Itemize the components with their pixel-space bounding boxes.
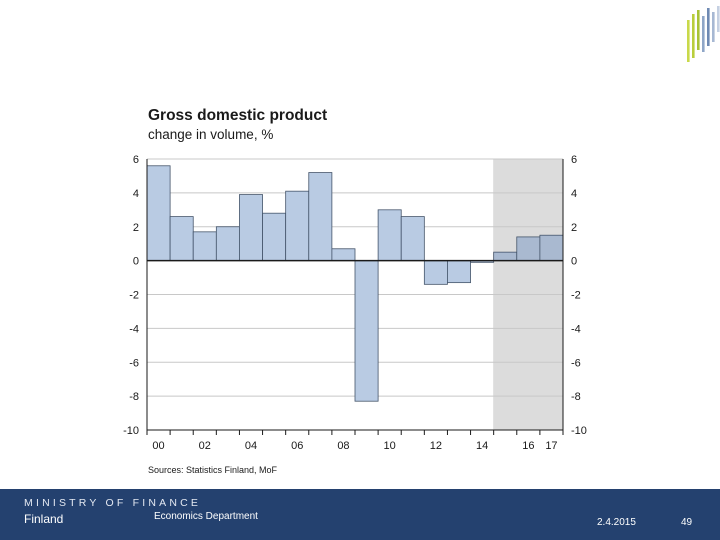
- y-tick-label-right: -4: [571, 323, 581, 335]
- y-tick-label-right: -6: [571, 357, 581, 369]
- x-tick-label: 06: [291, 440, 303, 452]
- y-tick-label-left: -2: [129, 290, 139, 302]
- bar: [192, 231, 217, 262]
- y-tick-label-left: -10: [123, 425, 139, 437]
- x-tick-label: 02: [199, 440, 211, 452]
- y-tick-label-right: -10: [571, 425, 587, 437]
- y-tick-label-right: 2: [571, 222, 577, 234]
- y-tick-label-left: -8: [129, 391, 139, 403]
- bar: [262, 212, 287, 262]
- y-tick-label-right: 0: [571, 256, 577, 268]
- footer-bar: MINISTRY OF FINANCE Finland Economics De…: [0, 489, 720, 540]
- y-tick-label-right: -8: [571, 391, 581, 403]
- x-tick-label: 17: [545, 440, 557, 452]
- x-tick-label: 04: [245, 440, 257, 452]
- footer-country: Finland: [24, 512, 64, 526]
- bar: [423, 260, 448, 285]
- x-tick-label: 08: [337, 440, 349, 452]
- bar: [239, 194, 263, 262]
- y-tick-label-left: 0: [133, 256, 139, 268]
- footer-department: Economics Department: [154, 511, 258, 522]
- bar: [493, 251, 518, 262]
- bar: [146, 165, 171, 262]
- footer-date: 2.4.2015: [597, 517, 636, 528]
- bar: [215, 226, 240, 262]
- y-tick-label-left: 6: [133, 154, 139, 166]
- x-tick-label: 12: [430, 440, 442, 452]
- chart-title: Gross domestic product: [148, 107, 328, 124]
- y-tick-label-left: 2: [133, 222, 139, 234]
- x-tick-label: 10: [384, 440, 396, 452]
- bar: [285, 190, 310, 262]
- x-tick-label: 16: [522, 440, 534, 452]
- bar: [447, 260, 471, 284]
- y-tick-label-right: 4: [571, 188, 577, 200]
- decorative-stripes: [687, 6, 720, 62]
- x-tick-label: 14: [476, 440, 488, 452]
- chart-subtitle: change in volume, %: [148, 127, 274, 142]
- bar: [354, 260, 379, 402]
- bar: [516, 236, 541, 262]
- bar: [400, 216, 425, 262]
- bar: [308, 172, 333, 262]
- bar: [539, 234, 564, 262]
- bar: [169, 216, 194, 262]
- y-tick-label-left: 4: [133, 188, 139, 200]
- y-tick-label-right: 6: [571, 154, 577, 166]
- y-tick-label-right: -2: [571, 290, 581, 302]
- bar: [377, 209, 402, 262]
- chart-source: Sources: Statistics Finland, MoF: [148, 465, 278, 475]
- bar: [331, 248, 356, 262]
- footer-page-number: 49: [681, 517, 693, 528]
- x-tick-label: 00: [152, 440, 164, 452]
- y-tick-label-left: -6: [129, 357, 139, 369]
- footer-organization: MINISTRY OF FINANCE: [24, 497, 202, 509]
- y-tick-label-left: -4: [129, 323, 139, 335]
